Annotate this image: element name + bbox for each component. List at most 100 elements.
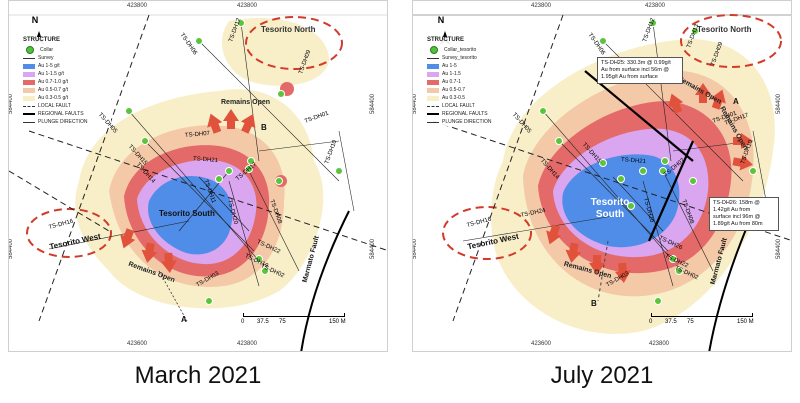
legend-row-collar: Collar xyxy=(23,46,111,54)
coord-side: 584400 xyxy=(776,93,783,115)
coord-bottom: 423600 xyxy=(127,341,148,347)
legend-label: Au 0.3-0.5 g/t xyxy=(38,94,69,101)
legend-label: REGIONAL FAULTS xyxy=(38,110,84,117)
dh25-annotation: TS-DH25: 330.3m @ 0.99g/t Au from surfac… xyxy=(597,57,683,84)
legend-label: Au 0.7-1.0 g/t xyxy=(38,78,69,85)
coord-top: 423800 xyxy=(645,3,666,9)
plunge-icon xyxy=(23,121,35,123)
grade-swatch xyxy=(427,63,439,69)
legend-label: Collar xyxy=(40,46,54,53)
annotation-line: 1.95g/t Au from surface xyxy=(601,74,658,80)
legend-label: Survey_tesorito xyxy=(442,54,477,61)
north-label: N xyxy=(437,15,445,25)
section-label: A xyxy=(733,97,739,106)
caption-march: March 2021 xyxy=(134,362,262,389)
local-fault-icon xyxy=(23,105,35,107)
place-label: Tesorito South xyxy=(590,197,630,220)
legend-label: Au 0.5-0.7 g/t xyxy=(38,86,69,93)
legend-label: Au 0.3-0.5 xyxy=(442,94,466,101)
scale-label: 0 xyxy=(241,319,245,325)
coord-side: 584400 xyxy=(776,238,783,260)
collar-icon xyxy=(430,46,438,54)
coord-top: 423800 xyxy=(237,3,258,9)
legend-label: LOCAL FAULT xyxy=(38,102,71,109)
survey-line-icon xyxy=(427,57,439,59)
legend-label: Au 0.5-0.7 xyxy=(442,86,466,93)
coord-side: 584400 xyxy=(8,238,15,260)
place-label: Tesorito South xyxy=(159,209,215,218)
legend-label: Au 1-1.5 xyxy=(442,70,461,77)
local-fault-icon xyxy=(427,105,439,107)
coord-top: 423800 xyxy=(531,3,552,9)
annotation-line: 1.42g/t Au from xyxy=(713,207,751,213)
plunge-icon xyxy=(427,121,439,123)
map-legend: STRUCTURE Collar Survey Au 1-5 g/t Au 1-… xyxy=(23,37,111,126)
coord-side: 584400 xyxy=(370,93,377,115)
legend-title: STRUCTURE xyxy=(427,37,464,43)
map-panel-july: STRUCTURE Collar_tesorito Survey_tesorit… xyxy=(412,0,792,352)
legend-label: Au 1-5 xyxy=(442,62,457,69)
scale-label: 75 xyxy=(687,319,694,325)
grade-swatch xyxy=(427,87,439,93)
dh26-annotation: TS-DH26: 158m @ 1.42g/t Au from surface … xyxy=(709,197,779,231)
annotation-line: 1.89g/t Au from 80m xyxy=(713,221,763,227)
scale-label: 150 M xyxy=(329,319,346,325)
legend-row-collar: Collar_tesorito xyxy=(427,46,515,54)
legend-row-local-fault: LOCAL FAULT xyxy=(23,102,111,110)
coord-side: 584400 xyxy=(412,93,419,115)
map-legend: STRUCTURE Collar_tesorito Survey_tesorit… xyxy=(427,37,515,126)
place-label: Tesorito North xyxy=(261,25,316,34)
grade-swatch xyxy=(23,63,35,69)
section-label: B xyxy=(261,123,267,132)
regional-fault-icon xyxy=(23,113,35,115)
coord-side: 584400 xyxy=(370,238,377,260)
legend-row-regional-fault: REGIONAL FAULTS xyxy=(427,110,515,118)
annotation-line: TS-DH25: 330.3m @ 0.99g/t xyxy=(601,60,671,66)
legend-label: Survey xyxy=(38,54,54,61)
grade-swatch xyxy=(23,71,35,77)
annotation-line: TS-DH26: 158m @ xyxy=(713,200,760,206)
legend-label: Au 0.7-1 xyxy=(442,78,461,85)
legend-row-survey: Survey_tesorito xyxy=(427,54,515,62)
coord-bottom: 423800 xyxy=(649,341,670,347)
legend-row-local-fault: LOCAL FAULT xyxy=(427,102,515,110)
section-label: B xyxy=(591,299,597,308)
legend-row-grade: Au 0.7-1.0 g/t xyxy=(23,78,111,86)
scale-label: 0 xyxy=(649,319,653,325)
coord-side: 584400 xyxy=(8,93,15,115)
regional-fault-icon xyxy=(427,113,439,115)
survey-line-icon xyxy=(23,57,35,59)
legend-label: Collar_tesorito xyxy=(444,46,477,53)
scale-label: 150 M xyxy=(737,319,754,325)
grade-swatch xyxy=(427,71,439,77)
scale-bar xyxy=(651,313,753,317)
legend-title: STRUCTURE xyxy=(23,37,60,43)
remains-open-label: Remains Open xyxy=(221,99,271,106)
grade-swatch xyxy=(23,87,35,93)
annotation-line: Au from surface incl 56m @ xyxy=(601,67,669,73)
legend-label: LOCAL FAULT xyxy=(442,102,475,109)
coord-side: 584400 xyxy=(412,238,419,260)
place-label: Tesorito North xyxy=(697,25,752,34)
map-canvas-july xyxy=(413,1,791,351)
coord-top: 423800 xyxy=(127,3,148,9)
grade-swatch xyxy=(427,79,439,85)
grade-swatch xyxy=(23,79,35,85)
collar-icon xyxy=(26,46,34,54)
legend-label: Au 1-5 g/t xyxy=(38,62,60,69)
annotation-line: surface incl 96m @ xyxy=(713,214,761,220)
north-label: N xyxy=(31,15,39,25)
grade-swatch xyxy=(427,95,439,101)
scale-bar xyxy=(243,313,345,317)
legend-row-plunge: PLUNGE DIRECTION xyxy=(23,118,111,126)
map-panel-march: STRUCTURE Collar Survey Au 1-5 g/t Au 1-… xyxy=(8,0,388,352)
legend-row-grade: Au 0.5-0.7 g/t xyxy=(23,86,111,94)
scale-label: 37.5 xyxy=(665,319,677,325)
legend-row-survey: Survey xyxy=(23,54,111,62)
caption-july: July 2021 xyxy=(550,362,654,389)
legend-row-grade: Au 0.7-1 xyxy=(427,78,515,86)
legend-row-grade: Au 1-1.5 g/t xyxy=(23,70,111,78)
coord-bottom: 423600 xyxy=(531,341,552,347)
scale-label: 37.5 xyxy=(257,319,269,325)
legend-row-grade: Au 0.3-0.5 xyxy=(427,94,515,102)
